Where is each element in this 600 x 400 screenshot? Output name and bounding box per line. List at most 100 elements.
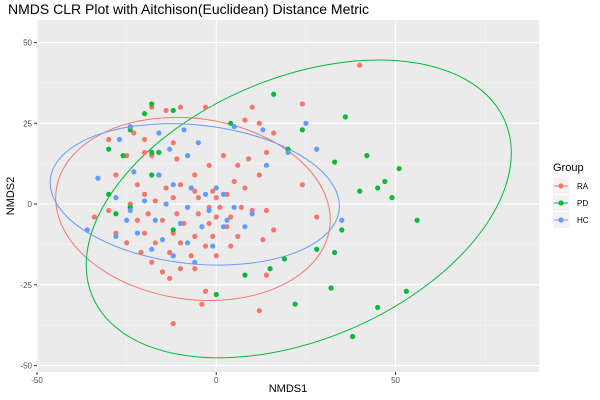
point-hc-44	[224, 217, 230, 223]
point-ra-37	[170, 195, 176, 201]
point-pd-28	[106, 191, 112, 197]
y-tick-label-4: 50	[23, 39, 32, 48]
point-pd-12	[382, 178, 388, 185]
legend-key-point-pd	[558, 200, 564, 206]
point-pd-3	[141, 111, 148, 117]
point-hc-41	[181, 127, 187, 133]
point-ra-38	[195, 195, 201, 201]
point-ra-8	[256, 120, 262, 126]
point-ra-49	[106, 207, 112, 214]
point-ra-61	[271, 227, 277, 233]
point-ra-29	[177, 182, 184, 188]
point-pd-25	[149, 172, 155, 178]
point-hc-1	[116, 136, 123, 143]
point-ra-77	[213, 253, 219, 259]
point-ra-57	[159, 217, 166, 223]
legend-key-point-hc	[558, 217, 564, 223]
point-ra-52	[195, 211, 201, 217]
point-pd-31	[281, 256, 288, 262]
point-ra-15	[263, 149, 270, 156]
legend-label-ra: RA	[577, 182, 589, 191]
point-ra-79	[177, 266, 184, 272]
point-hc-23	[231, 204, 237, 210]
y-tick-label-3: 25	[23, 119, 32, 128]
point-ra-12	[141, 136, 148, 143]
point-ra-60	[224, 224, 230, 230]
point-ra-82	[167, 275, 173, 281]
point-hc-32	[159, 236, 166, 243]
point-ra-63	[141, 230, 148, 236]
point-ra-22	[192, 172, 198, 178]
point-ra-65	[192, 233, 198, 239]
point-ra-23	[206, 162, 212, 168]
point-pd-2	[170, 107, 176, 114]
point-ra-34	[210, 188, 216, 194]
point-ra-48	[263, 207, 270, 214]
point-pd-6	[106, 146, 112, 152]
y-tick-label-1: -25	[20, 281, 32, 290]
point-ra-10	[131, 130, 137, 136]
point-pd-1	[149, 101, 155, 107]
point-ra-73	[228, 243, 234, 249]
point-ra-50	[145, 211, 151, 217]
point-ra-26	[220, 153, 227, 159]
point-hc-35	[149, 246, 155, 252]
x-axis-ticks: -50 0 50	[31, 372, 401, 385]
point-ra-68	[260, 236, 266, 243]
point-hc-40	[95, 175, 101, 181]
point-ra-72	[202, 243, 209, 249]
point-ra-4	[177, 104, 184, 110]
point-pd-19	[332, 249, 338, 256]
point-hc-14	[170, 182, 176, 188]
point-hc-0	[127, 123, 133, 130]
point-ra-84	[202, 288, 209, 294]
point-ra-5	[249, 104, 255, 110]
point-ra-67	[235, 233, 241, 239]
point-ra-33	[192, 188, 198, 194]
point-ra-53	[213, 214, 219, 220]
point-hc-19	[141, 198, 148, 204]
point-ra-74	[138, 249, 144, 256]
point-ra-45	[217, 204, 223, 210]
point-ra-39	[213, 195, 219, 201]
point-pd-14	[357, 188, 363, 194]
point-ra-40	[152, 198, 158, 204]
point-pd-36	[156, 149, 162, 156]
point-pd-32	[292, 301, 298, 307]
point-hc-17	[220, 191, 227, 197]
point-ra-46	[238, 204, 244, 210]
point-hc-26	[152, 217, 158, 223]
y-axis-ticks: -50 -25 0 25 50	[20, 39, 37, 371]
point-hc-37	[192, 259, 198, 265]
legend-title: Group	[553, 162, 584, 174]
point-pd-20	[414, 217, 420, 223]
plot-panel	[37, 20, 539, 372]
legend: Group RA PD HC	[553, 162, 589, 228]
y-axis-title: NMDS2	[5, 177, 17, 216]
point-hc-11	[314, 146, 320, 152]
point-pd-7	[149, 149, 155, 156]
confidence-ellipses	[49, 59, 512, 359]
point-ra-86	[199, 301, 205, 307]
point-pd-34	[342, 114, 348, 120]
point-ra-87	[170, 320, 176, 327]
point-pd-10	[332, 159, 338, 165]
point-hc-15	[188, 185, 194, 191]
point-hc-18	[113, 195, 119, 201]
point-ra-76	[188, 253, 194, 259]
point-hc-2	[156, 130, 162, 136]
point-hc-43	[213, 185, 219, 191]
chart-title: NMDS CLR Plot with Aitchison(Euclidean) …	[8, 1, 369, 17]
point-ra-11	[106, 136, 112, 143]
point-hc-6	[231, 123, 237, 130]
point-pd-9	[120, 153, 126, 159]
point-pd-22	[375, 304, 381, 311]
point-ra-88	[314, 214, 320, 220]
point-pd-13	[396, 165, 402, 172]
point-ra-9	[271, 130, 277, 136]
point-hc-7	[260, 127, 266, 133]
point-hc-42	[127, 207, 133, 214]
point-hc-34	[210, 243, 216, 249]
point-ra-85	[256, 308, 262, 314]
